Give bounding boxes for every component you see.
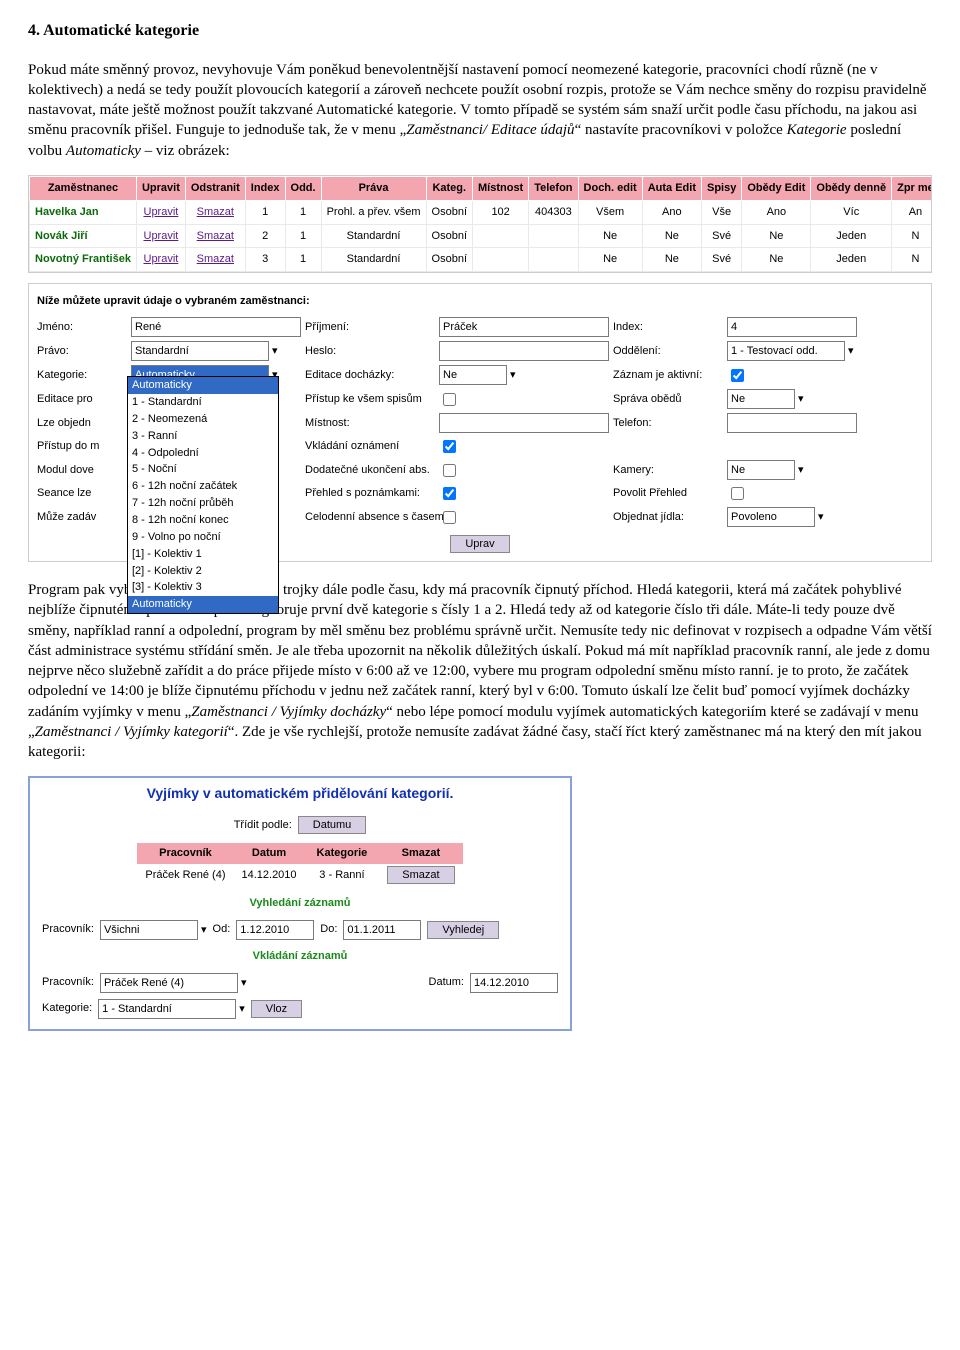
index-input[interactable] bbox=[727, 317, 857, 337]
label-mistnost: Místnost: bbox=[305, 416, 435, 431]
table-row: Novotný František Upravit Smazat 31Stand… bbox=[30, 248, 933, 272]
table-row: Havelka Jan Upravit Smazat 11Prohl. a př… bbox=[30, 200, 933, 224]
pristupspis-checkbox[interactable] bbox=[443, 393, 456, 406]
pravo-select[interactable] bbox=[131, 341, 269, 361]
insert-datum-input[interactable] bbox=[470, 973, 558, 993]
form-header: Níže můžete upravit údaje o vybraném zam… bbox=[37, 294, 923, 309]
editdoch-select[interactable] bbox=[439, 365, 507, 385]
prijmeni-input[interactable] bbox=[439, 317, 609, 337]
label-dodatuk: Dodatečné ukončení abs. bbox=[305, 463, 435, 478]
label-oddeleni: Oddělení: bbox=[613, 344, 723, 359]
edit-link[interactable]: Upravit bbox=[144, 253, 179, 265]
oddeleni-select[interactable] bbox=[727, 341, 845, 361]
exceptions-table: PracovníkDatumKategorieSmazat Práček Ren… bbox=[137, 843, 462, 886]
label-telefon: Telefon: bbox=[613, 416, 723, 431]
search-header: Vyhledání záznamů bbox=[30, 890, 570, 917]
label-muze: Může zadáv bbox=[37, 510, 127, 525]
label-pravo: Právo: bbox=[37, 344, 127, 359]
label-celoden: Celodenní absence s časem: bbox=[305, 510, 435, 525]
label-moduldov: Modul dove bbox=[37, 463, 127, 478]
search-prac-select[interactable] bbox=[100, 920, 198, 940]
mistnost-input[interactable] bbox=[439, 413, 609, 433]
telefon-input[interactable] bbox=[727, 413, 857, 433]
spravaob-select[interactable] bbox=[727, 389, 795, 409]
delete-link[interactable]: Smazat bbox=[197, 230, 234, 242]
intro-paragraph: Pokud máte směnný provoz, nevyhovuje Vám… bbox=[28, 60, 932, 161]
insert-button[interactable]: Vloz bbox=[251, 1000, 302, 1018]
vkladozn-checkbox[interactable] bbox=[443, 440, 456, 453]
objednat-select[interactable] bbox=[727, 507, 815, 527]
search-od-input[interactable] bbox=[236, 920, 314, 940]
label-jmeno: Jméno: bbox=[37, 320, 127, 335]
label-seance: Seance lze bbox=[37, 486, 127, 501]
zaznam-checkbox[interactable] bbox=[731, 369, 744, 382]
label-lzeobj: Lze objedn bbox=[37, 416, 127, 431]
smazat-button[interactable]: Smazat bbox=[387, 866, 454, 884]
insert-header: Vkládání záznamů bbox=[30, 943, 570, 970]
exceptions-panel: Vyjímky v automatickém přidělování kateg… bbox=[28, 776, 572, 1030]
delete-link[interactable]: Smazat bbox=[197, 253, 234, 265]
delete-link[interactable]: Smazat bbox=[197, 206, 234, 218]
table-header-row: ZaměstnanecUpravitOdstranit IndexOdd.Prá… bbox=[30, 176, 933, 200]
heslo-input[interactable] bbox=[439, 341, 609, 361]
label-kamery: Kamery: bbox=[613, 463, 723, 478]
label-spravaob: Správa obědů bbox=[613, 392, 723, 407]
label-kategorie: Kategorie: bbox=[37, 368, 127, 383]
label-prehled: Přehled s poznámkami: bbox=[305, 486, 435, 501]
label-povolit: Povolit Přehled bbox=[613, 486, 723, 501]
label-heslo: Heslo: bbox=[305, 344, 435, 359]
label-tridit: Třídit podle: bbox=[234, 818, 292, 833]
edit-link[interactable]: Upravit bbox=[144, 230, 179, 242]
employee-edit-form: Níže můžete upravit údaje o vybraném zam… bbox=[28, 283, 932, 562]
page-heading: 4. Automatické kategorie bbox=[28, 20, 932, 42]
panel-title: Vyjímky v automatickém přidělování kateg… bbox=[30, 778, 570, 813]
jmeno-input[interactable] bbox=[131, 317, 301, 337]
prehled-checkbox[interactable] bbox=[443, 487, 456, 500]
tridit-button[interactable]: Datumu bbox=[298, 816, 367, 834]
kamery-select[interactable] bbox=[727, 460, 795, 480]
label-index: Index: bbox=[613, 320, 723, 335]
search-button[interactable]: Vyhledej bbox=[427, 921, 499, 939]
dodatuk-checkbox[interactable] bbox=[443, 464, 456, 477]
table-row: Novák Jiří Upravit Smazat 21Standardní O… bbox=[30, 224, 933, 248]
label-pristupspis: Přístup ke všem spisům bbox=[305, 392, 435, 407]
uprav-button[interactable]: Uprav bbox=[450, 535, 509, 553]
povolit-checkbox[interactable] bbox=[731, 487, 744, 500]
label-vkladozn: Vkládání oznámení bbox=[305, 439, 435, 454]
kategorie-dropdown[interactable]: Automaticky 1 - Standardní2 - Neomezená … bbox=[127, 376, 279, 614]
insert-kat-select[interactable] bbox=[98, 999, 236, 1019]
insert-prac-select[interactable] bbox=[100, 973, 238, 993]
celoden-checkbox[interactable] bbox=[443, 511, 456, 524]
employee-table: ZaměstnanecUpravitOdstranit IndexOdd.Prá… bbox=[28, 175, 932, 273]
search-do-input[interactable] bbox=[343, 920, 421, 940]
label-objednat: Objednat jídla: bbox=[613, 510, 723, 525]
edit-link[interactable]: Upravit bbox=[144, 206, 179, 218]
label-zaznam: Záznam je aktivní: bbox=[613, 368, 723, 383]
label-editdoch: Editace docházky: bbox=[305, 368, 435, 383]
label-editpro: Editace pro bbox=[37, 392, 127, 407]
label-pristupm: Přístup do m bbox=[37, 439, 127, 454]
label-prijmeni: Příjmení: bbox=[305, 320, 435, 335]
